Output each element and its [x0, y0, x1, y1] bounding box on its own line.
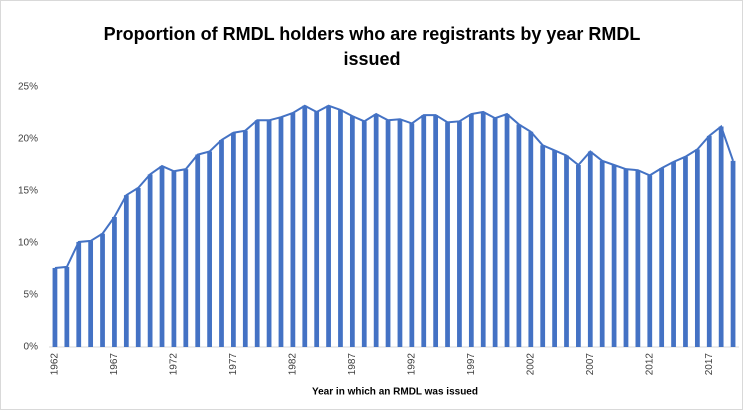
bar: [480, 111, 486, 348]
bar: [231, 132, 236, 347]
x-tick-label: 1992: [406, 353, 417, 376]
y-tick-label: 20%: [18, 134, 38, 145]
bar: [385, 120, 391, 347]
bar: [254, 120, 260, 347]
bar: [433, 115, 439, 347]
bar: [504, 114, 510, 347]
bar: [88, 240, 94, 347]
bar: [706, 135, 712, 347]
bar: [421, 115, 427, 347]
bar: [599, 160, 605, 347]
bar: [373, 114, 379, 347]
x-axis-title: Year in which an RMDL was issued: [312, 387, 478, 398]
bar: [147, 174, 153, 347]
y-tick-label: 10%: [18, 238, 38, 249]
bar: [623, 169, 629, 347]
x-tick-label: 2002: [525, 353, 536, 376]
bar: [516, 124, 522, 347]
y-tick-label: 0%: [24, 342, 39, 353]
bar: [52, 267, 58, 347]
bar: [718, 126, 724, 348]
bar: [290, 113, 296, 347]
x-tick-label: 1972: [169, 353, 180, 376]
bar-top-line: [54, 104, 734, 269]
bar: [207, 151, 212, 347]
bar: [314, 111, 320, 348]
bar: [659, 168, 665, 347]
y-tick-label: 5%: [24, 290, 39, 301]
bar: [195, 154, 201, 347]
bar: [123, 195, 129, 347]
bar: [409, 123, 415, 348]
bar: [302, 105, 308, 347]
bar: [671, 161, 676, 347]
bar: [468, 114, 474, 347]
bar: [326, 105, 331, 347]
bar: [540, 145, 546, 347]
bar: [338, 109, 343, 347]
bar: [64, 266, 70, 347]
x-tick-label: 1982: [288, 353, 299, 376]
x-tick-label: 2007: [585, 353, 596, 376]
x-tick-label: 1987: [347, 353, 358, 376]
bar: [278, 117, 284, 347]
chart-title: Proportion of RMDL holders who are regis…: [104, 24, 641, 69]
bar: [683, 156, 688, 347]
bar: [635, 170, 641, 347]
bar: [100, 233, 105, 347]
bar: [171, 171, 177, 347]
x-tick-label: 1967: [109, 353, 120, 376]
bar: [552, 150, 557, 347]
title-line: issued: [343, 49, 400, 69]
bar: [730, 160, 736, 347]
x-tick-label: 1977: [228, 353, 239, 376]
bar: [76, 241, 82, 347]
bar: [647, 175, 653, 347]
y-tick-label: 15%: [18, 186, 38, 197]
bar: [694, 149, 700, 347]
bar: [457, 121, 462, 347]
bar: [587, 151, 593, 347]
bar: [576, 165, 581, 347]
x-tick-label: 1997: [466, 353, 477, 376]
x-tick-label: 2012: [644, 353, 655, 376]
bar: [219, 140, 224, 347]
bar: [564, 155, 569, 347]
bar: [492, 118, 498, 347]
y-tick-label: 25%: [18, 82, 38, 93]
bar: [361, 121, 367, 347]
bar: [112, 217, 117, 347]
x-tick-label: 1962: [50, 353, 61, 376]
bar: [242, 130, 248, 347]
bar: [528, 131, 534, 347]
bar: [445, 122, 450, 347]
bar: [397, 119, 403, 348]
bar: [159, 166, 165, 347]
bar: [135, 187, 141, 347]
bar: [349, 116, 355, 348]
bar: [266, 120, 272, 347]
title-line: Proportion of RMDL holders who are regis…: [104, 24, 641, 44]
bar: [611, 165, 617, 347]
bar: [183, 169, 189, 347]
x-tick-label: 2017: [704, 353, 715, 376]
